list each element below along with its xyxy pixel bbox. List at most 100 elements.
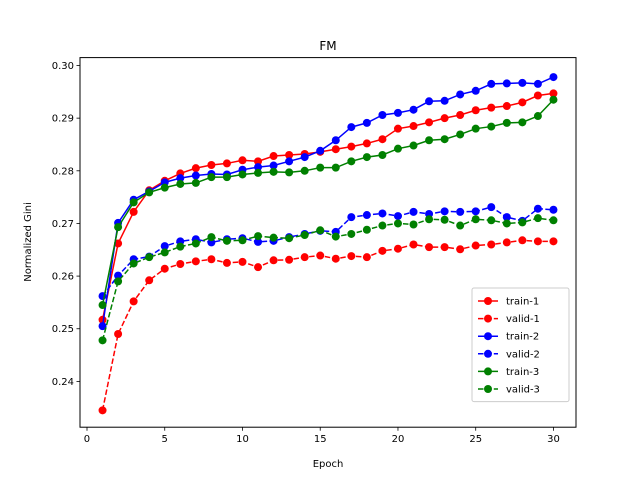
data-point (160, 183, 169, 192)
data-point (471, 106, 480, 115)
data-point (471, 215, 480, 224)
legend-item: valid-2 (478, 349, 540, 360)
data-point (378, 151, 387, 160)
data-point (207, 255, 216, 264)
data-point (456, 221, 465, 230)
data-point (316, 146, 325, 155)
data-point (269, 167, 278, 176)
data-point (502, 219, 511, 228)
legend-item: train-2 (478, 332, 539, 343)
data-point (176, 179, 185, 188)
y-axis: 0.24 0.25 0.26 0.27 0.28 0.29 0.30 (52, 61, 80, 388)
data-point (98, 336, 107, 345)
data-point (378, 209, 387, 218)
data-point (362, 153, 371, 162)
data-point (502, 118, 511, 127)
data-point (254, 263, 263, 272)
data-point (471, 241, 480, 250)
data-point (518, 236, 527, 245)
legend-marker (484, 385, 492, 393)
data-point (393, 212, 402, 221)
x-tick-label: 10 (236, 434, 249, 445)
data-point (238, 170, 247, 179)
series-line (101, 239, 554, 411)
data-point (300, 253, 309, 262)
data-point (347, 157, 356, 166)
data-point (331, 163, 340, 172)
data-point (409, 105, 418, 114)
data-point (285, 151, 294, 160)
data-point (502, 238, 511, 247)
data-point (456, 207, 465, 216)
data-point (409, 122, 418, 131)
data-point (471, 207, 480, 216)
data-point (440, 243, 449, 252)
y-tick-label: 0.28 (52, 166, 74, 177)
data-point (191, 171, 200, 180)
legend: train-1 valid-1 train-2 valid-2 train-3 valid… (471, 287, 570, 403)
data-point (238, 156, 247, 165)
data-point (347, 123, 356, 132)
data-point (160, 242, 169, 251)
data-point (160, 248, 169, 257)
data-point (129, 207, 138, 216)
data-point (378, 110, 387, 119)
data-point (393, 144, 402, 153)
data-point (487, 240, 496, 249)
x-tick-label: 15 (314, 434, 327, 445)
data-point (456, 90, 465, 99)
data-point (409, 220, 418, 229)
y-tick-label: 0.29 (52, 114, 74, 125)
data-point (440, 114, 449, 123)
data-point (393, 108, 402, 117)
data-point (300, 231, 309, 240)
x-tick-label: 20 (392, 434, 405, 445)
data-point (285, 234, 294, 243)
x-tick-label: 30 (547, 434, 560, 445)
data-point (425, 215, 434, 224)
legend-label: train-2 (506, 332, 539, 343)
data-point (129, 259, 138, 268)
data-point (207, 161, 216, 170)
data-point (487, 79, 496, 88)
data-point (518, 98, 527, 107)
data-point (378, 135, 387, 144)
data-point (425, 118, 434, 127)
data-point (502, 102, 511, 111)
data-point (440, 96, 449, 105)
data-point (378, 221, 387, 230)
data-point (331, 232, 340, 241)
data-point (269, 256, 278, 265)
legend-label: valid-3 (506, 385, 540, 396)
data-point (533, 204, 542, 213)
data-point (502, 213, 511, 222)
data-point (254, 232, 263, 241)
data-point (518, 78, 527, 87)
data-point (549, 205, 558, 214)
data-point (533, 79, 542, 88)
data-point (409, 141, 418, 150)
x-axis: 0 5 10 15 20 25 30 (84, 427, 560, 445)
data-point (362, 225, 371, 234)
data-point (440, 207, 449, 216)
legend-marker (484, 349, 492, 358)
series-line (101, 206, 554, 297)
plot-frame (79, 57, 577, 428)
data-point (98, 406, 107, 415)
data-point (285, 168, 294, 177)
data-point (425, 97, 434, 106)
data-point (191, 178, 200, 187)
data-point (114, 223, 123, 232)
data-point (347, 142, 356, 151)
data-point (456, 130, 465, 139)
data-point (549, 89, 558, 98)
data-point (362, 253, 371, 262)
y-tick-label: 0.27 (52, 219, 74, 230)
data-point (160, 264, 169, 273)
data-point (176, 242, 185, 251)
series-train-2 (98, 73, 558, 331)
data-point (145, 188, 154, 197)
series-line (101, 99, 554, 306)
data-point (114, 330, 123, 339)
